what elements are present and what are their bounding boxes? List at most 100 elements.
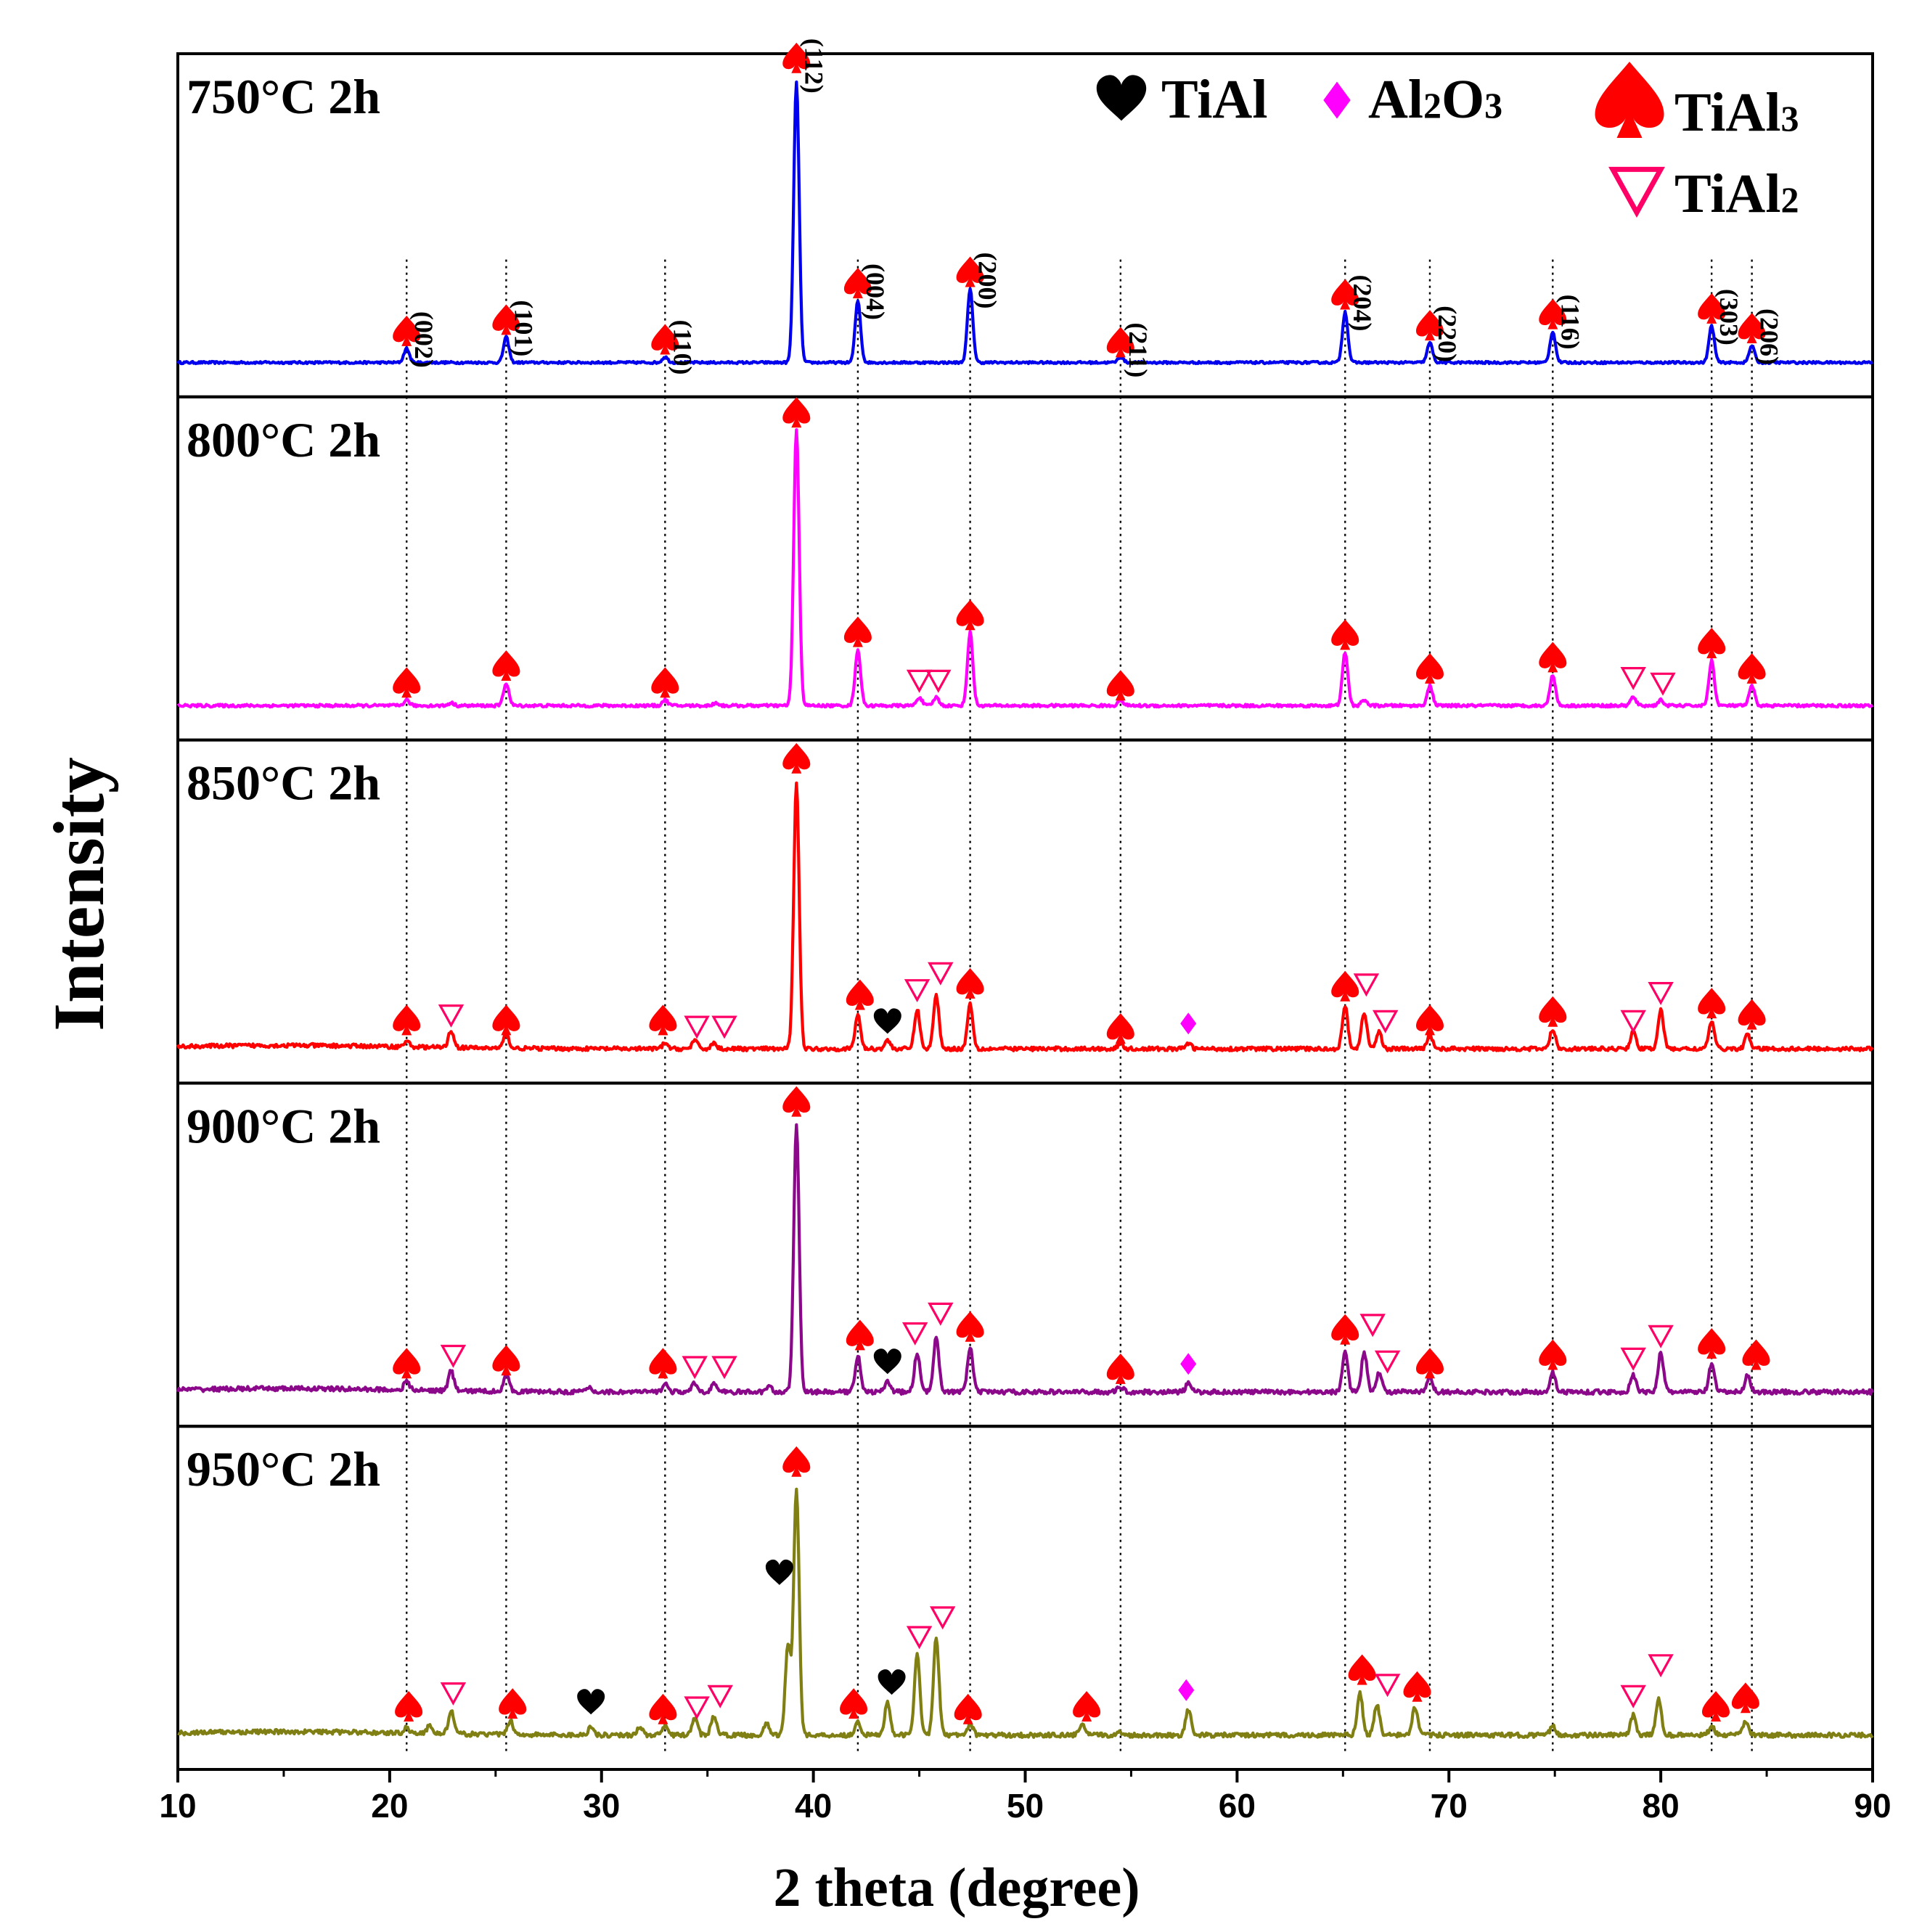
peak-marker-spade [956,256,984,287]
peak-marker-spade [1331,1314,1359,1345]
legend: TiAl Al2O3 TiAl3 TiAl2 [1096,62,1799,224]
peak-marker-spade [651,324,679,355]
legend-marker-spade [1595,62,1664,138]
legend-label: TiAl3 [1674,82,1799,143]
peak-marker-spade [1539,298,1567,329]
peak-marker-tri [1648,981,1674,1005]
peak-marker-tri [1648,1654,1674,1678]
y-axis-title: Intensity [38,757,119,1031]
panel-2: 850°C 2h [176,738,1874,1085]
peak-marker-spade [1416,1004,1444,1036]
x-tick-label: 60 [1219,1787,1256,1825]
peak-marker-tri [1374,1674,1401,1698]
peak-marker-tri [1374,1350,1401,1374]
hkl-labels: (002) (101) (110) (112) (004) (200) (211) (204)… [409,38,1783,378]
panel-label: 950°C 2h [187,1441,380,1497]
peak-marker-tri [684,1015,710,1039]
peak-marker-spade [393,667,421,698]
peak-marker-spade [1539,996,1567,1027]
peak-marker-tri [904,979,931,1002]
peak-marker-diamond [1178,1679,1195,1701]
panel-label: 850°C 2h [187,756,380,811]
hkl-label: (004) [861,263,890,320]
peak-marker-heart [765,1559,793,1585]
peak-marker-tri [1648,1325,1674,1348]
peak-marker-spade [492,304,520,335]
panel-1: 800°C 2h [176,395,1874,742]
hkl-label: (101) [509,300,538,356]
peak-marker-spade [1698,988,1726,1019]
peak-marker-diamond [1180,1012,1197,1035]
peak-marker-tri [1620,1347,1646,1371]
peak-marker-spade [843,616,872,647]
hkl-label: (002) [409,311,438,368]
peak-marker-tri [684,1696,710,1720]
peak-marker-heart [878,1669,906,1695]
peak-marker-spade [1702,1691,1730,1722]
peak-marker-spade [395,1691,423,1722]
peak-marker-spade [782,1446,811,1477]
hkl-label: (116) [1555,295,1584,350]
peak-marker-spade [393,1348,421,1379]
peak-marker-spade [1403,1671,1431,1702]
x-tick-label: 90 [1854,1787,1891,1825]
peak-marker-tri [1650,672,1676,696]
peak-marker-tri [438,1004,465,1028]
peak-marker-tri [1620,1685,1646,1708]
peak-marker-spade [1348,1654,1376,1685]
x-tick-label: 50 [1007,1787,1044,1825]
peak-marker-tri [682,1356,708,1380]
peak-marker-spade [1106,1353,1134,1384]
peak-marker-spade [956,1311,984,1342]
peak-marker-spade [1331,619,1359,650]
peak-marker-tri [1353,973,1380,997]
panels: 750°C 2h 800°C 2h 850°C 2h 900°C 2h 950°C 2h… [176,38,1874,1771]
x-tick-label: 70 [1431,1787,1468,1825]
hkl-label: (303) [1714,289,1743,345]
peak-marker-spade [1539,1339,1567,1370]
reference-lines [406,259,1753,1755]
x-tick-label: 20 [371,1787,408,1825]
peak-marker-spade [782,1086,811,1117]
peak-marker-tri [906,669,933,693]
peak-marker-spade [1738,313,1766,343]
peak-marker-spade [956,599,984,631]
xrd-pattern-line [176,80,1873,366]
hkl-label: (110) [668,320,697,375]
peak-marker-spade [1738,999,1766,1030]
peak-marker-tri [440,1344,467,1368]
legend-marker-diamond [1323,81,1351,119]
panel-label: 800°C 2h [187,412,380,467]
hkl-label: (204) [1348,275,1377,332]
legend-label: TiAl [1161,69,1267,130]
peak-marker-spade [843,268,872,298]
peak-marker-spade [492,650,520,681]
peak-marker-spade [782,397,811,428]
peak-marker-spade [649,1348,677,1379]
x-axis: 10 20 30 40 50 60 70 80 90 [159,1769,1891,1825]
peak-marker-spade [1416,1348,1444,1379]
peak-marker-spade [393,315,421,346]
peak-marker-tri [925,669,952,693]
peak-marker-heart [577,1689,605,1715]
peak-marker-spade [1073,1691,1101,1722]
xrd-pattern-line [176,1123,1874,1396]
peak-marker-spade [651,667,679,698]
peak-marker-spade [649,1693,677,1724]
hkl-label: (206) [1755,308,1784,365]
peak-marker-tri [1359,1314,1386,1338]
peak-marker-spade [492,1004,520,1036]
peak-marker-spade [840,1688,868,1719]
legend-label: Al2O3 [1368,69,1502,130]
hkl-label: (112) [799,38,828,94]
peak-marker-tri [440,1682,467,1706]
xrd-pattern-line [177,1487,1874,1739]
legend-marker-triangle [1608,166,1665,218]
peak-marker-spade [846,979,874,1010]
peak-marker-tri [1372,1010,1399,1033]
peak-marker-spade [1106,1013,1134,1044]
peak-marker-spade [393,1004,421,1036]
peak-marker-spade [782,42,811,73]
